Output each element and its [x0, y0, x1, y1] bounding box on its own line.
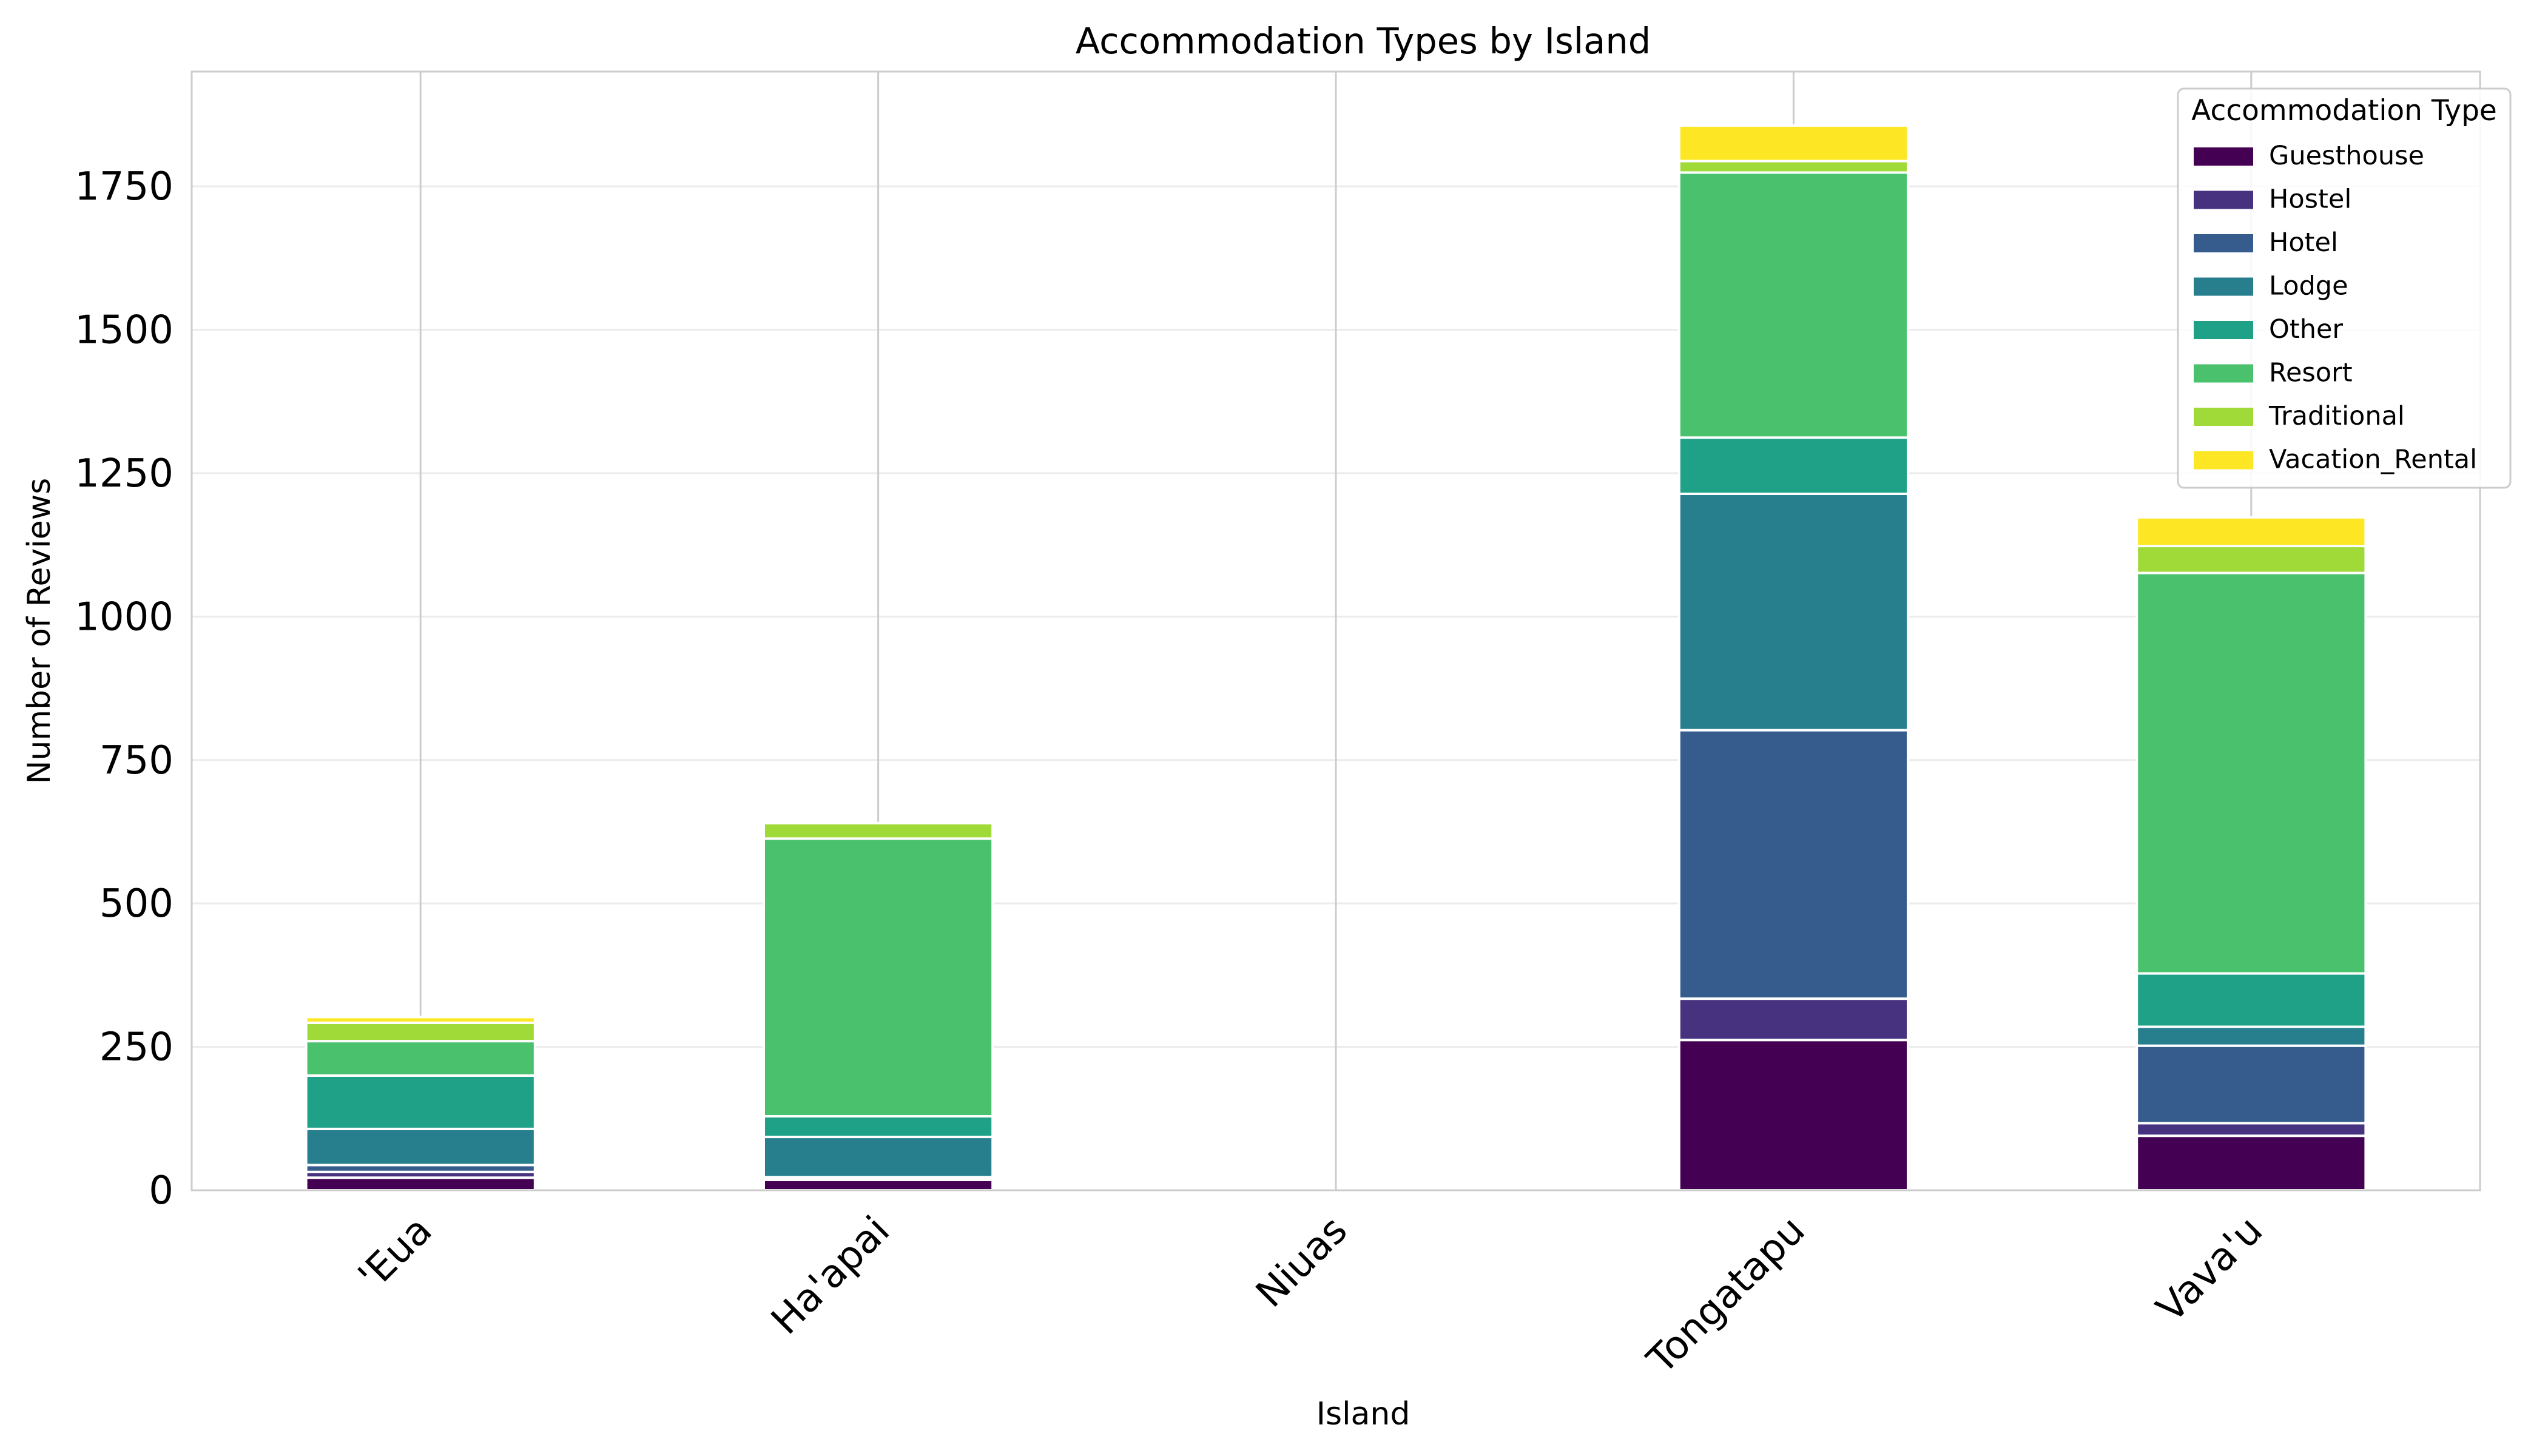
legend-swatch-other	[2194, 321, 2253, 339]
bar-eua-guesthouse	[305, 1176, 536, 1192]
legend-label-other: Other	[2269, 314, 2343, 345]
legend-swatch-lodge	[2194, 277, 2253, 296]
legend-label-traditional: Traditional	[2268, 401, 2405, 431]
y-tick-label: 250	[99, 1025, 174, 1070]
legend-title: Accommodation Type	[2191, 94, 2497, 127]
bar-vava-u-lodge	[2135, 1025, 2367, 1047]
legend-label-lodge: Lodge	[2269, 271, 2348, 302]
legend-swatch-hotel	[2194, 234, 2253, 252]
legend-swatch-hostel	[2194, 190, 2253, 209]
y-tick-label: 1750	[75, 164, 174, 209]
y-tick-label: 1250	[75, 451, 174, 496]
legend-label-guesthouse: Guesthouse	[2269, 141, 2424, 171]
bar-vava-u-resort	[2135, 571, 2367, 975]
bar-vava-u-other	[2135, 972, 2367, 1028]
y-tick-label: 1500	[75, 308, 174, 353]
bar-ha-apai-guesthouse	[763, 1178, 994, 1192]
chart-title: Accommodation Types by Island	[1076, 20, 1651, 62]
legend-label-hostel: Hostel	[2269, 184, 2351, 215]
bar-tongatapu-lodge	[1677, 492, 1910, 732]
legend-swatch-vacation-rental	[2194, 451, 2253, 470]
legend-swatch-resort	[2194, 364, 2253, 383]
bar-tongatapu-guesthouse	[1677, 1039, 1910, 1192]
legend: Accommodation Type Guesthouse Hostel Hotel…	[2177, 87, 2512, 489]
plot-frame	[190, 70, 2481, 1191]
bar-ha-apai-resort	[763, 837, 994, 1118]
bar-ha-apai-other	[763, 1115, 994, 1139]
x-axis-label: Island	[1316, 1396, 1410, 1432]
y-tick-label: 1000	[75, 595, 174, 639]
bar-vava-u-traditional	[2135, 545, 2367, 575]
bar-tongatapu-resort	[1677, 171, 1910, 439]
bar-vava-u-guesthouse	[2135, 1134, 2367, 1191]
bar-eua-lodge	[305, 1127, 536, 1167]
bar-vava-u-vacation-rental	[2135, 516, 2367, 548]
bar-ha-apai-lodge	[763, 1136, 994, 1179]
y-tick-label: 500	[99, 881, 174, 926]
legend-swatch-traditional	[2194, 408, 2253, 426]
bar-tongatapu-hotel	[1677, 729, 1910, 1000]
bar-ha-apai-traditional	[763, 821, 994, 840]
bar-tongatapu-hostel	[1677, 997, 1910, 1042]
bar-tongatapu-other	[1677, 436, 1910, 495]
bar-vava-u-hotel	[2135, 1044, 2367, 1125]
y-tick-label: 750	[99, 738, 174, 783]
bar-eua-vacation-rental	[305, 1016, 536, 1024]
bar-tongatapu-vacation-rental	[1677, 124, 1910, 163]
bar-eua-traditional	[305, 1021, 536, 1043]
bars-group	[305, 124, 2367, 1192]
legend-label-resort: Resort	[2269, 358, 2353, 388]
legend-box	[2177, 87, 2512, 489]
bar-eua-resort	[305, 1040, 536, 1077]
y-axis-label: Number of Reviews	[21, 478, 58, 784]
bar-tongatapu-traditional	[1677, 160, 1910, 174]
bar-vava-u-hostel	[2135, 1122, 2367, 1138]
y-tick-label: 0	[149, 1168, 174, 1213]
legend-label-hotel: Hotel	[2269, 228, 2338, 258]
legend-swatch-guesthouse	[2194, 147, 2253, 166]
legend-label-vacation-rental: Vacation_Rental	[2269, 445, 2477, 475]
legend-items: Guesthouse Hostel Hotel Lodge Other Resort Tra…	[2194, 141, 2477, 475]
bar-eua-other	[305, 1074, 536, 1130]
y-axis-ticks: 0 250 500 750 1000 1250 1500 1750	[75, 164, 174, 1213]
